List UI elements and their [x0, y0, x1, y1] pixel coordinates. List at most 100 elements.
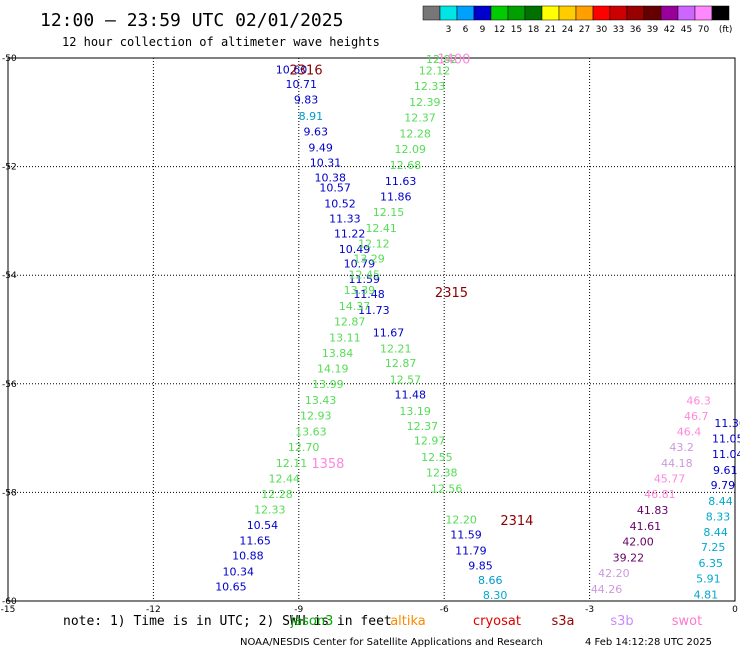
- footer-note: note: 1) Time is in UTC; 2) SWH is in fe…: [63, 614, 392, 629]
- wave-height-label: 39.22: [613, 551, 645, 564]
- wave-height-label: 44.26: [591, 583, 623, 596]
- wave-height-label: 12.41: [365, 222, 397, 235]
- wave-height-label: 12.68: [390, 159, 422, 172]
- x-tick-label: -3: [585, 605, 594, 615]
- wave-height-label: 7.25: [701, 541, 726, 554]
- wave-height-label: 8.44: [708, 495, 733, 508]
- wave-height-label: 11.48: [395, 388, 427, 401]
- grid-lines: [8, 58, 735, 601]
- colorbar-swatch: [456, 5, 475, 21]
- wave-height-label: 4.81: [694, 588, 719, 601]
- chart-subtitle: 12 hour collection of altimeter wave hei…: [62, 35, 380, 49]
- wave-height-label: 42.20: [598, 567, 630, 580]
- mission-jason3: jason3: [290, 614, 334, 629]
- y-tick-label: -56: [2, 380, 17, 390]
- x-tick-label: -12: [146, 605, 161, 615]
- wave-height-label: 8.30: [483, 589, 508, 602]
- colorbar-swatch: [507, 5, 526, 21]
- colorbar-label: 21: [545, 25, 556, 35]
- wave-height-label: 10.88: [232, 550, 264, 563]
- satellite-pass: 12.20 11.59 11.79 9.858.66 8.30 2314: [445, 513, 533, 601]
- colorbar-legend: 3 6 9 12 15 18 21 24 27 30 33 36 39 42 45 70 (ft): [422, 5, 732, 35]
- data-marks: 10.6010.719.838.919.639.4910.3110.3810.5…: [215, 52, 740, 601]
- wave-height-label: 12.87: [385, 357, 417, 370]
- colorbar-label: 15: [511, 25, 522, 35]
- colorbar-label: 6: [463, 25, 469, 35]
- colorbar-swatch: [473, 5, 492, 21]
- wave-height-label: 13.39: [344, 284, 376, 297]
- wave-height-label: 12.28: [261, 488, 293, 501]
- colorbar-swatch: [609, 5, 628, 21]
- wave-height-label: 12.56: [431, 482, 463, 495]
- wave-height-label: 9.79: [711, 479, 736, 492]
- wave-height-label: 10.79: [344, 258, 376, 271]
- chart-title: 12:00 — 23:59 UTC 02/01/2025: [40, 10, 343, 31]
- colorbar-label: 27: [579, 25, 590, 35]
- wave-height-label: 9.83: [294, 94, 319, 107]
- wave-height-label: 46.4: [677, 425, 702, 438]
- wave-height-label: 11.86: [380, 190, 412, 203]
- wave-height-label: 46.7: [684, 410, 709, 423]
- wave-height-label: 12.82: [426, 53, 458, 66]
- wave-height-label: 9.61: [713, 464, 738, 477]
- axis-ticks: -15 -12 -9 -6 -3 0 -50 -52 -54 -56 -58 -60: [1, 54, 738, 615]
- plot-frame: [7, 57, 736, 602]
- colorbar-label: 45: [681, 25, 692, 35]
- wave-height-label: 46.81: [644, 488, 676, 501]
- colorbar-swatch: [694, 5, 713, 21]
- pass-time-label: 2314: [500, 514, 533, 529]
- colorbar-label: 30: [596, 25, 608, 35]
- wave-height-label: 41.83: [637, 504, 669, 517]
- wave-height-label: 10.60: [276, 64, 308, 77]
- wave-height-label: 11.73: [358, 304, 390, 317]
- wave-height-label: 12.37: [404, 112, 436, 125]
- wave-height-label: 46.3: [686, 394, 711, 407]
- wave-height-label: 13.29: [353, 253, 385, 266]
- mission-legend: jason3 altika cryosat s3a s3b swot: [290, 614, 703, 629]
- colorbar-swatch: [643, 5, 662, 21]
- wave-height-label: 9.63: [304, 126, 329, 139]
- colorbar-label: 24: [562, 25, 574, 35]
- wave-height-label: 11.05: [712, 432, 740, 445]
- wave-height-label: 13.63: [295, 425, 327, 438]
- wave-height-label: 10.54: [247, 519, 279, 532]
- wave-height-label: 10.34: [222, 565, 254, 578]
- wave-height-label: 12.12: [419, 64, 451, 77]
- wave-height-label: 11.22: [334, 228, 366, 241]
- y-tick-label: -52: [2, 163, 17, 173]
- colorbar-swatch: [558, 5, 577, 21]
- wave-height-label: 10.38: [315, 171, 347, 184]
- colorbar-swatch: [677, 5, 696, 21]
- colorbar-label: 33: [613, 25, 624, 35]
- wave-height-label: 11.63: [385, 175, 417, 188]
- satellite-pass: 12.11 12.44 12.28 12.33 10.54 11.65 10.88 10.34…: [215, 457, 344, 594]
- wave-height-label: 44.18: [661, 457, 693, 470]
- wave-height-label: 12.39: [409, 96, 441, 109]
- wave-height-label: 10.57: [319, 182, 351, 195]
- wave-height-label: 13.99: [312, 378, 344, 391]
- colorbar-swatch: [711, 5, 730, 21]
- wave-height-label: 11.36: [714, 417, 740, 430]
- pass-time-label: 1358: [311, 457, 344, 472]
- pass-time-label: 2315: [435, 286, 468, 301]
- wave-height-label: 13.11: [329, 331, 361, 344]
- wave-height-label: 6.35: [699, 557, 724, 570]
- colorbar-label: 12: [494, 25, 505, 35]
- wave-height-label: 9.85: [468, 560, 493, 573]
- colorbar-label: 9: [480, 25, 486, 35]
- footer-timestamp: 4 Feb 14:12:28 UTC 2025: [585, 637, 712, 648]
- wave-height-label: 10.49: [339, 243, 371, 256]
- wave-height-label: 11.65: [239, 535, 271, 548]
- wave-height-label: 10.71: [285, 78, 317, 91]
- wave-height-label: 14.37: [339, 300, 371, 313]
- colorbar-swatch: [592, 5, 611, 21]
- colorbar-label: 39: [647, 25, 659, 35]
- colorbar-swatch: [422, 5, 441, 21]
- colorbar-swatch: [439, 5, 458, 21]
- pass-time-label: 1400: [437, 52, 470, 67]
- wave-height-label: 8.33: [706, 511, 731, 524]
- wave-height-label: 8.91: [299, 110, 324, 123]
- wave-height-label: 12.37: [407, 420, 439, 433]
